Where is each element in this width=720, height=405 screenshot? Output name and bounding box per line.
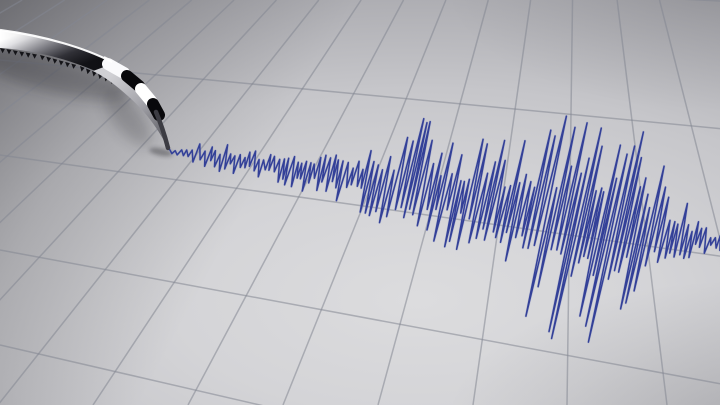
grid-line-vertical (658, 0, 720, 243)
grid-line-vertical (0, 0, 320, 404)
grid-line-horizontal (0, 249, 720, 385)
grid-line-vertical (187, 0, 405, 405)
grid-line-vertical (566, 0, 574, 405)
grid-line-vertical (92, 0, 362, 405)
grid-line-vertical (0, 0, 277, 301)
seismic-trace-halo (166, 114, 720, 344)
seismic-trace (167, 115, 720, 343)
arm-shadow (0, 47, 130, 101)
bend-reflection-light (102, 58, 130, 79)
seismograph-needle (0, 28, 171, 151)
band-edge-highlight (0, 28, 113, 63)
grid-line-vertical (0, 0, 235, 224)
bend-shadow (104, 89, 152, 147)
bend-reflection-light (135, 83, 157, 107)
grid-line-vertical (282, 0, 447, 405)
bend-reflection-dark (121, 70, 145, 92)
grid-line-horizontal (0, 344, 264, 405)
needle-tip (153, 109, 171, 151)
grid-line-vertical (616, 0, 668, 405)
needle-band-shade (0, 30, 141, 95)
